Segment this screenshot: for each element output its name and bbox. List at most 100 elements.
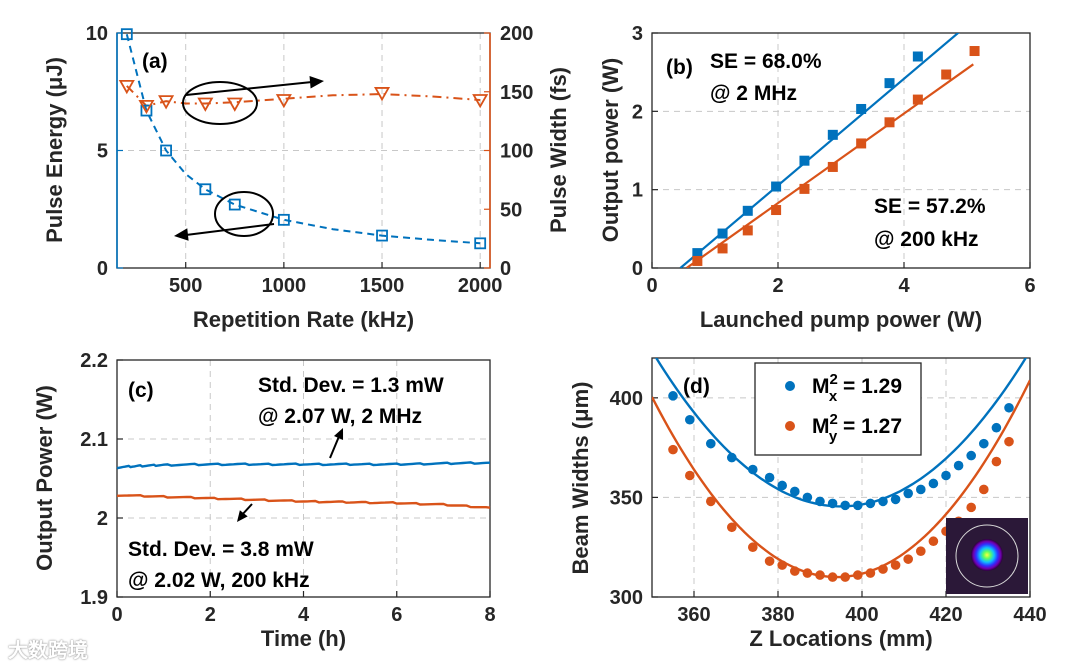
data-point [706,496,716,507]
x-tick-label: 6 [391,604,402,626]
x-tick-label: 8 [484,604,495,626]
data-point [979,438,989,449]
legend-superscript: 2 [830,411,838,428]
legend-value: = 1.27 [837,415,902,438]
chart-b: 0 2 4 6 0 1 2 3 Launched pump power (W) Output po… [598,23,1036,332]
y-tick-label: 400 [610,388,643,410]
x-axis-label: Z Locations (mm) [749,626,932,651]
legend-symbol: M [812,375,830,398]
data-point [827,498,838,509]
data-point [856,103,867,114]
callout-arrow-energy [185,223,275,236]
width-point [138,99,155,115]
x-axis-label: Launched pump power (W) [700,307,982,332]
callout-arrow-width [185,81,313,96]
legend-marker [785,381,795,391]
energy-point [228,198,241,211]
data-point [991,422,1002,433]
annotation: Std. Dev. = 3.8 mW [128,538,314,561]
x-tick-label: 1000 [262,275,307,297]
data-point [966,502,976,513]
data-point [1004,436,1014,447]
arrow-head [237,510,248,522]
arrow-head [334,428,344,441]
energy-point [277,213,290,226]
data-point [853,500,863,511]
data-point [764,556,775,566]
annotation: @ 200 kHz [874,228,979,251]
data-point [827,572,838,582]
data-point [903,554,913,564]
x-tick-label: 1500 [360,275,405,297]
data-point [827,161,838,172]
energy-point [140,104,153,117]
y-tick-label: 2.2 [80,350,108,372]
data-point [771,205,782,216]
x-tick-label: 440 [1013,604,1046,626]
fit-line [679,33,960,268]
legend-value: = 1.29 [837,375,902,398]
trend-line-width [126,85,481,107]
x-tick-label: 6 [1024,275,1035,297]
x-tick-label: 420 [929,604,962,626]
data-point [827,129,838,140]
data-point [802,568,813,578]
data-point [685,414,695,425]
legend-subscript: y [829,428,838,445]
data-point [878,564,888,574]
x-tick-label: 4 [298,604,310,626]
annotation: @ 2 MHz [710,82,797,105]
width-point [118,79,135,95]
x-tick-label: 380 [761,604,794,626]
x-tick-label: 2 [772,275,783,297]
data-point [748,542,758,553]
data-point [991,456,1002,467]
chart-c: 0 2 4 6 8 1.9 2 2.1 2.2 Time (h) Output Power (W) (… [32,350,496,651]
annotation: @ 2.07 W, 2 MHz [258,405,422,428]
data-point [884,117,895,128]
y-axis-label: Output Power (W) [32,385,57,571]
width-point [197,97,214,112]
data-point [692,255,703,266]
data-point [865,568,876,578]
data-point [815,570,825,580]
y-tick-label: 2 [97,508,108,530]
data-point [969,46,980,57]
data-point [815,496,825,507]
data-point [884,78,895,89]
x-axis-label: Time (h) [261,626,346,651]
annotation: Std. Dev. = 1.3 mW [258,374,444,397]
data-point [727,452,737,463]
data-point [764,472,775,483]
data-point [903,488,913,499]
time-trace [116,493,491,509]
panel-label: (a) [142,50,168,73]
annotation: SE = 68.0% [710,50,822,73]
beam-profile-inset [946,518,1028,594]
data-point [668,444,678,455]
data-point [748,464,758,475]
data-point [668,391,678,401]
y-tick-label: 0 [97,258,108,280]
data-point [928,536,939,547]
watermark: 大数跨境 [8,638,88,662]
panel-label: (d) [683,375,710,398]
width-point [158,95,175,110]
width-point [472,94,489,109]
legend-symbol: M [812,415,830,438]
data-point [717,228,728,239]
data-point [890,560,901,570]
data-point [799,155,810,166]
plot-frame [651,32,1031,269]
data-point [912,94,923,105]
y-tick-label: 150 [500,82,533,104]
data-point [912,51,923,62]
x-tick-label: 0 [646,275,657,297]
x-tick-label: 500 [169,275,202,297]
energy-point [376,229,388,242]
data-point [856,138,867,149]
data-point [953,460,964,471]
